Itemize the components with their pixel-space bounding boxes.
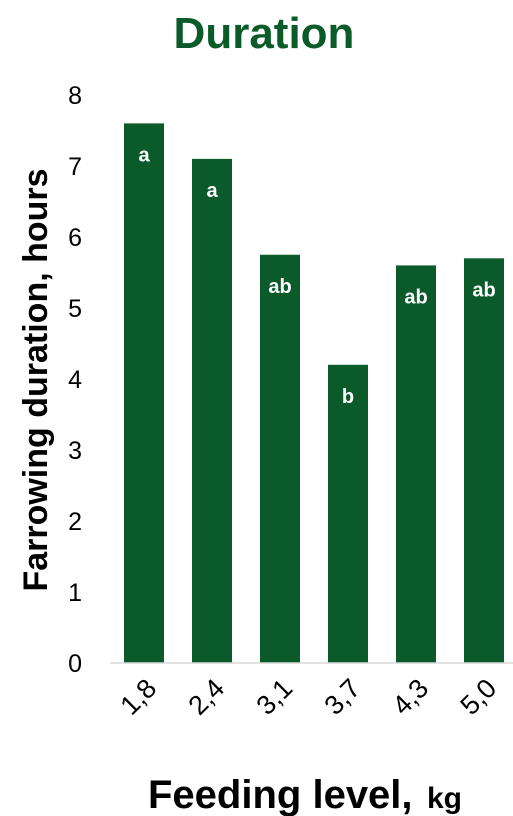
x-tick-label: 3,7	[318, 673, 366, 721]
y-tick-label: 8	[68, 82, 82, 110]
bar-letter-label: a	[206, 180, 218, 202]
bar	[464, 258, 504, 663]
x-tick-label: 3,1	[250, 673, 298, 721]
x-tick-label: 2,4	[182, 673, 230, 721]
bar-letter-label: ab	[404, 286, 427, 308]
y-tick-label: 2	[68, 508, 82, 536]
bar-letter-label: a	[138, 144, 150, 166]
bar-letter-label: ab	[268, 276, 291, 298]
data-labels: a a ab b ab ab	[138, 144, 495, 407]
bar	[192, 158, 232, 663]
y-axis-ticks: 0 1 2 3 4 5 6 7 8	[68, 82, 82, 678]
bar	[328, 364, 368, 663]
x-axis-label-unit: kg	[427, 782, 462, 815]
bar-letter-label: b	[342, 386, 354, 408]
bars	[124, 123, 504, 663]
x-tick-label: 1,8	[114, 673, 162, 721]
bar-letter-label: ab	[472, 279, 495, 301]
y-tick-label: 7	[68, 153, 82, 181]
x-axis-ticks: 1,8 2,4 3,1 3,7 4,3 5,0	[114, 673, 502, 721]
y-axis-label: Farrowing duration, hours	[17, 168, 55, 591]
y-tick-label: 4	[68, 366, 82, 394]
bar	[396, 265, 436, 663]
x-tick-label: 5,0	[454, 673, 502, 721]
y-tick-label: 5	[68, 295, 82, 323]
x-axis-label-main: Feeding level,	[148, 773, 413, 816]
y-tick-label: 6	[68, 224, 82, 252]
y-tick-label: 3	[68, 437, 82, 465]
x-axis-label: Feeding level, kg	[148, 773, 462, 816]
bar	[260, 254, 300, 663]
bar	[124, 123, 164, 663]
y-tick-label: 0	[68, 650, 82, 678]
y-tick-label: 1	[68, 579, 82, 607]
chart-title: Duration	[174, 9, 355, 58]
x-tick-label: 4,3	[386, 673, 434, 721]
